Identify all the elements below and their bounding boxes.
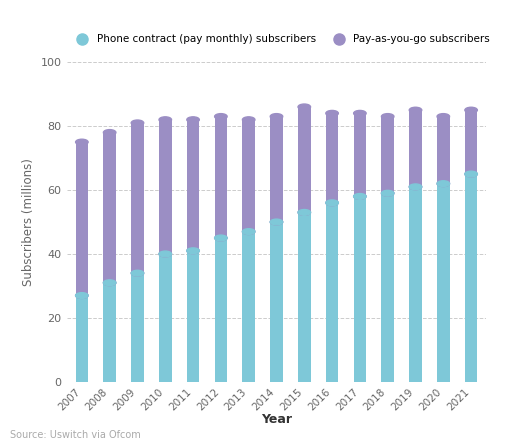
Bar — [215, 238, 227, 382]
Y-axis label: Subscribers (millions): Subscribers (millions) — [22, 158, 35, 286]
Bar — [103, 132, 116, 283]
Ellipse shape — [437, 114, 450, 119]
Ellipse shape — [159, 251, 172, 257]
Ellipse shape — [187, 248, 199, 254]
Ellipse shape — [76, 293, 88, 298]
Ellipse shape — [270, 219, 283, 225]
Ellipse shape — [409, 184, 422, 190]
Ellipse shape — [215, 114, 227, 119]
Ellipse shape — [465, 107, 477, 113]
Bar — [465, 110, 477, 174]
Ellipse shape — [381, 190, 394, 196]
Bar — [215, 116, 227, 238]
Ellipse shape — [131, 270, 144, 276]
Ellipse shape — [215, 235, 227, 241]
Bar — [187, 251, 199, 382]
Bar — [103, 283, 116, 382]
Bar — [242, 120, 255, 232]
Text: Source: Uswitch via Ofcom: Source: Uswitch via Ofcom — [10, 429, 141, 440]
Ellipse shape — [242, 117, 255, 123]
Bar — [437, 116, 450, 184]
Ellipse shape — [409, 107, 422, 113]
Ellipse shape — [242, 229, 255, 234]
Ellipse shape — [437, 181, 450, 186]
Ellipse shape — [103, 280, 116, 285]
Ellipse shape — [131, 270, 144, 276]
Bar — [187, 120, 199, 251]
Bar — [354, 113, 366, 196]
Bar — [381, 116, 394, 193]
Bar — [437, 184, 450, 382]
Ellipse shape — [465, 171, 477, 177]
Ellipse shape — [326, 200, 338, 206]
Bar — [298, 107, 311, 212]
Text: Year: Year — [261, 413, 292, 426]
Ellipse shape — [103, 130, 116, 135]
Bar — [131, 273, 144, 382]
Bar — [409, 187, 422, 382]
Ellipse shape — [187, 248, 199, 254]
Bar — [326, 113, 338, 203]
Bar — [131, 123, 144, 273]
Ellipse shape — [76, 139, 88, 145]
Ellipse shape — [326, 200, 338, 206]
Ellipse shape — [437, 181, 450, 186]
Bar — [298, 212, 311, 382]
Ellipse shape — [354, 194, 366, 199]
Ellipse shape — [159, 117, 172, 123]
Ellipse shape — [76, 293, 88, 298]
Legend: Phone contract (pay monthly) subscribers, Pay-as-you-go subscribers: Phone contract (pay monthly) subscribers… — [72, 34, 490, 44]
Bar — [76, 142, 88, 296]
Bar — [159, 120, 172, 254]
Bar — [76, 296, 88, 382]
Bar — [242, 232, 255, 382]
Ellipse shape — [298, 104, 311, 110]
Bar — [159, 254, 172, 382]
Ellipse shape — [103, 280, 116, 285]
Bar — [465, 174, 477, 382]
Ellipse shape — [270, 114, 283, 119]
Ellipse shape — [326, 111, 338, 116]
Bar — [270, 222, 283, 382]
Bar — [270, 116, 283, 222]
Bar — [354, 196, 366, 382]
Ellipse shape — [298, 210, 311, 215]
Ellipse shape — [354, 111, 366, 116]
Ellipse shape — [131, 120, 144, 126]
Ellipse shape — [215, 235, 227, 241]
Ellipse shape — [381, 114, 394, 119]
Bar — [409, 110, 422, 187]
Ellipse shape — [354, 194, 366, 199]
Bar — [326, 203, 338, 382]
Ellipse shape — [270, 219, 283, 225]
Ellipse shape — [242, 229, 255, 234]
Ellipse shape — [409, 184, 422, 190]
Bar — [381, 193, 394, 382]
Ellipse shape — [159, 251, 172, 257]
Ellipse shape — [298, 210, 311, 215]
Ellipse shape — [465, 171, 477, 177]
Ellipse shape — [381, 190, 394, 196]
Ellipse shape — [187, 117, 199, 123]
